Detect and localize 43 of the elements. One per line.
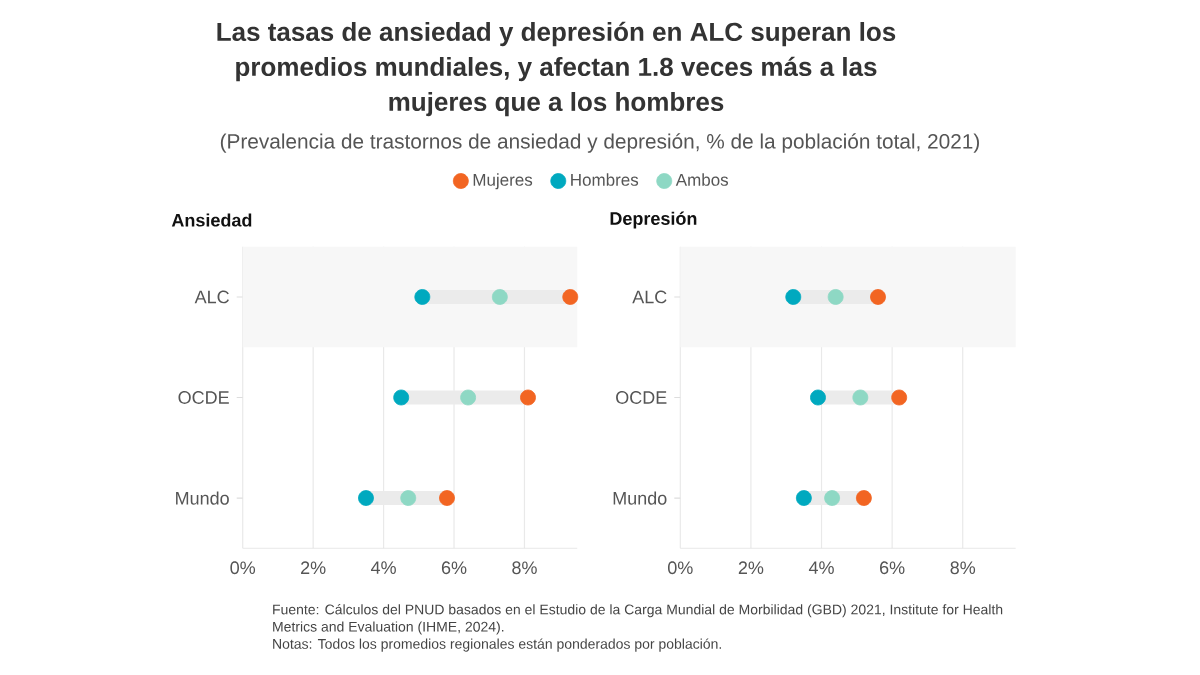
point	[810, 389, 826, 406]
point	[520, 389, 536, 406]
point	[852, 389, 869, 406]
text: Las tasas de ansiedad y depresión en ALC superan los promedios mundiales, y afectan 1.8 veces más a las mujeres que a los hombres	[217, 21, 896, 117]
point	[358, 490, 374, 506]
x-tick-label: 6%	[880, 561, 905, 575]
point	[891, 389, 908, 406]
point	[393, 389, 410, 406]
point	[460, 389, 477, 406]
point	[785, 289, 802, 305]
text: Notas: Todos los promedios regionales están ponderados por población.	[273, 638, 721, 652]
chart-title: Ansiedad	[171, 213, 252, 227]
x-tick-label: 2%	[738, 561, 764, 575]
x-tick-label: 6%	[441, 561, 467, 575]
legend-label: Hombres	[571, 173, 639, 186]
x-tick-label: 0%	[230, 561, 256, 575]
text: (Prevalencia de trastornos de ansiedad y depresión, % de la población total, 2021)	[220, 133, 979, 153]
point	[439, 490, 455, 506]
legend-label: Mujeres	[473, 173, 533, 190]
point	[562, 289, 579, 305]
x-tick-label: 8%	[512, 561, 537, 575]
source-note: Fuente: Cálculos del PNUD basados en el Estudio de la Carga Mundial de Morbilidad (GBD) 2021, Institute for Health Metrics and Evaluation (IHME, 2024).	[273, 604, 1003, 635]
x-tick-label: 8%	[950, 561, 976, 575]
point	[827, 289, 844, 305]
y-tick-label: OCDE	[616, 391, 667, 404]
legend-label: Ambos	[675, 173, 729, 186]
point	[400, 490, 417, 506]
y-tick-label: ALC	[194, 290, 229, 304]
point	[414, 289, 431, 305]
x-tick-label: 2%	[301, 561, 326, 575]
y-tick-label: Mundo	[176, 491, 229, 505]
y-tick-label: ALC	[632, 290, 667, 304]
x-tick-label: 4%	[370, 561, 396, 574]
y-tick-label: OCDE	[178, 391, 229, 404]
chart-title: Depresión	[610, 211, 697, 229]
point	[824, 490, 841, 506]
point	[491, 289, 508, 305]
y-tick-label: Mundo	[613, 491, 667, 505]
x-tick-label: 4%	[808, 561, 834, 574]
point	[855, 490, 872, 506]
point	[870, 289, 886, 305]
x-tick-label: 0%	[667, 561, 693, 575]
point	[795, 490, 812, 506]
